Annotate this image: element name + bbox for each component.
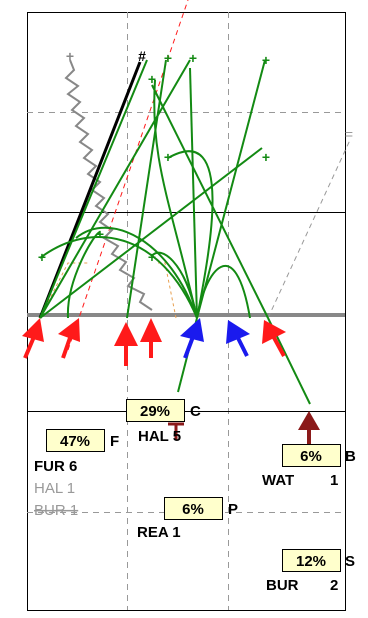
percent-label: 6% <box>300 448 322 465</box>
darkred-arrows <box>168 411 320 446</box>
node-s[interactable]: 12% S BUR 2 <box>266 549 355 595</box>
plus-marker: + <box>189 50 197 66</box>
plus-marker: + <box>262 149 270 165</box>
plus-markers: + + + + + + + + + + <box>38 48 270 265</box>
green-connector <box>66 231 101 319</box>
green-connector <box>39 59 191 319</box>
hash-marker: # <box>138 48 146 64</box>
plus-marker: + <box>38 249 46 265</box>
node-label-struck: BUR 1 <box>34 502 78 519</box>
green-connector <box>151 84 269 319</box>
green-connector <box>126 59 167 319</box>
node-letter: P <box>228 501 238 518</box>
node-letter: S <box>345 553 355 570</box>
blue-arrow <box>226 320 250 357</box>
percent-label: 12% <box>296 553 326 570</box>
node-label: HAL 5 <box>138 428 181 445</box>
percent-box <box>126 399 185 422</box>
node-label: BUR <box>266 577 299 594</box>
green-connector <box>196 59 266 319</box>
plus-marker: + <box>96 226 104 242</box>
percent-label: 29% <box>140 403 170 420</box>
darkred-arrow <box>298 411 320 446</box>
green-connector <box>196 264 251 319</box>
node-count: 1 <box>330 472 338 489</box>
node-label: REA 1 <box>137 524 181 541</box>
gray-zigzag-line <box>64 59 153 311</box>
red-arrow <box>262 320 286 357</box>
green-connector <box>151 251 198 319</box>
equals-marker: = <box>345 126 353 142</box>
plus-marker: + <box>66 48 74 64</box>
green-connectors <box>39 59 311 405</box>
green-connector <box>39 147 263 319</box>
green-connector <box>189 67 198 319</box>
darkred-tick <box>168 422 184 440</box>
gray-dashed-line <box>267 139 351 319</box>
node-p[interactable]: 6% P REA 1 <box>137 497 238 542</box>
orange-dashed-line <box>39 262 88 319</box>
green-connector <box>39 236 198 319</box>
green-connector <box>39 59 148 319</box>
orange-dashed-line <box>156 262 177 319</box>
node-label-gray: HAL 1 <box>34 480 75 497</box>
node-f[interactable]: 47% F FUR 6 HAL 1 BUR 1 <box>34 429 119 520</box>
red-dashed-line <box>67 0 189 351</box>
percent-box <box>282 444 341 467</box>
node-b[interactable]: 6% B WAT 1 <box>262 444 356 490</box>
percent-box <box>46 429 105 452</box>
node-label: FUR 6 <box>34 458 77 475</box>
percent-label: 47% <box>60 433 90 450</box>
percent-label: 6% <box>182 501 204 518</box>
percent-box <box>164 497 223 520</box>
node-letter: C <box>190 403 201 420</box>
node-label: WAT <box>262 472 294 489</box>
red-arrow <box>58 318 80 359</box>
outer-frame <box>27 12 346 611</box>
node-letter: B <box>345 448 356 465</box>
plus-marker: + <box>148 71 156 87</box>
green-connector <box>153 79 198 319</box>
blue-arrows <box>180 318 250 359</box>
plus-marker: + <box>164 50 172 66</box>
node-letter: F <box>110 433 119 450</box>
plus-marker: + <box>148 249 156 265</box>
node-c[interactable]: 29% C HAL 5 <box>126 399 202 446</box>
green-connector <box>75 226 198 319</box>
red-arrow <box>140 318 162 358</box>
node-count: 2 <box>330 577 338 594</box>
plus-marker: + <box>262 52 270 68</box>
plus-marker: + <box>164 149 172 165</box>
red-arrow <box>22 318 44 359</box>
frame-grid <box>27 12 346 611</box>
red-arrow <box>114 322 138 366</box>
red-arrows <box>22 318 286 366</box>
blue-arrow <box>180 318 204 359</box>
percent-box <box>282 549 341 572</box>
green-connector <box>167 150 214 319</box>
